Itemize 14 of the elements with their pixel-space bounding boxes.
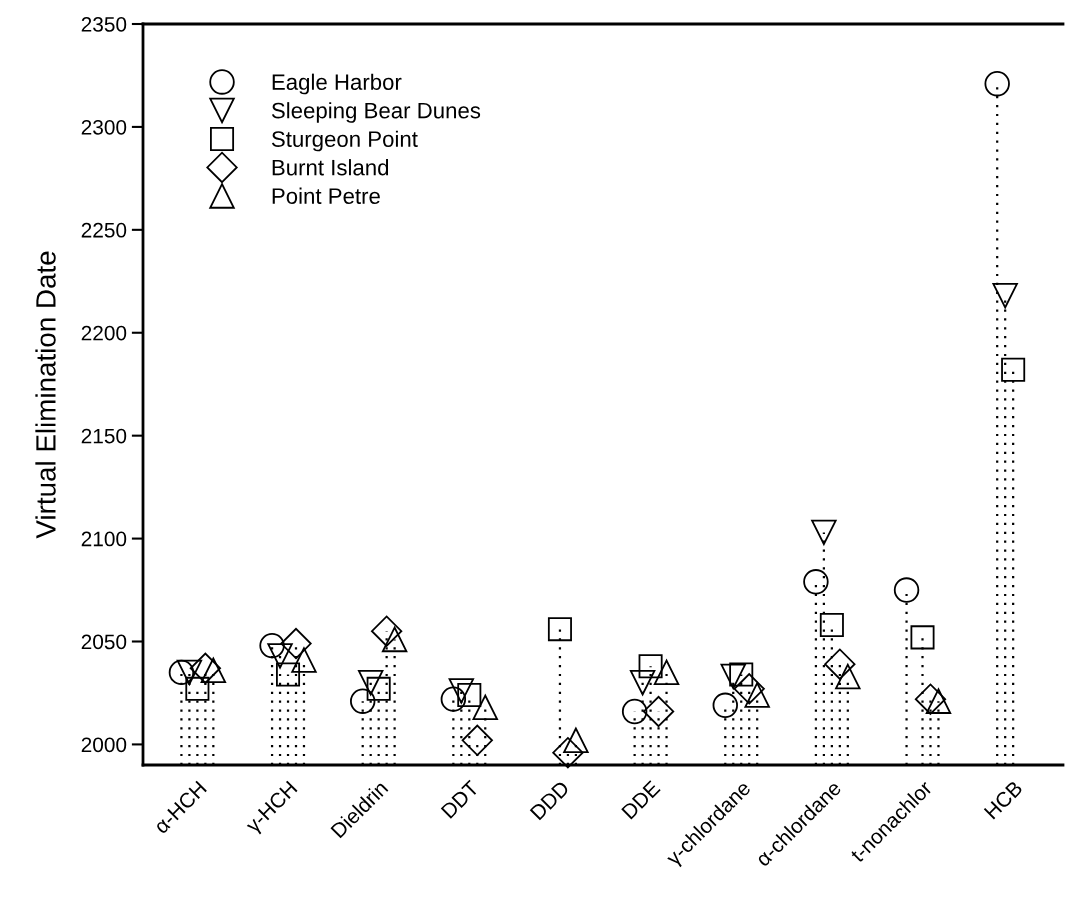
legend-label: Burnt Island — [272, 159, 389, 176]
legend-label: Eagle Harbor — [272, 73, 402, 95]
legend-label: Sturgeon Point — [271, 130, 418, 152]
y-tick-label: 2250 — [81, 222, 127, 238]
legend-label: Sleeping Bear Dunes — [271, 102, 481, 123]
y-tick-label: 2100 — [81, 531, 127, 547]
y-tick-label: 2000 — [81, 737, 127, 753]
legend-label: Point Petre — [272, 187, 380, 204]
y-tick-label: 2150 — [81, 428, 127, 444]
y-tick-label: 2200 — [81, 325, 127, 341]
y-tick-label: 2300 — [81, 119, 127, 135]
y-tick-label: 2050 — [81, 634, 127, 650]
y-tick-label: 2350 — [81, 17, 127, 32]
y-axis-title: Virtual Elimination Date — [35, 251, 56, 539]
